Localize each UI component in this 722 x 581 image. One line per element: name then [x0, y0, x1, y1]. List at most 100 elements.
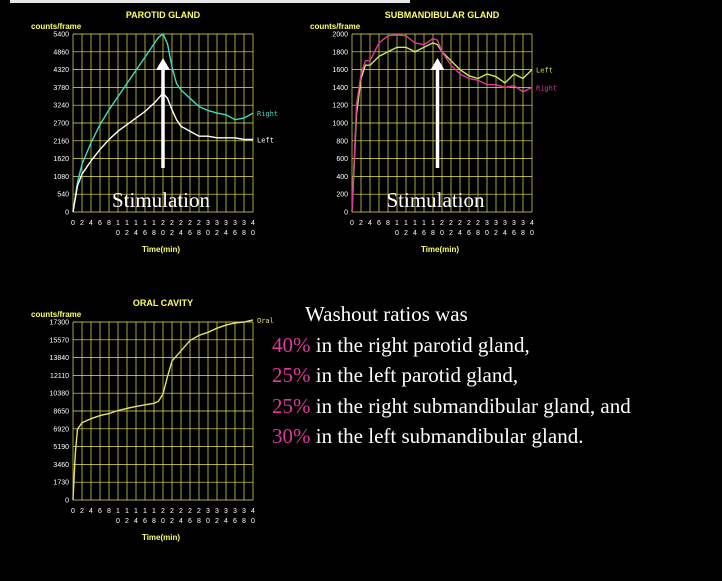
y-tick-label: 2000 [332, 32, 348, 39]
y-tick-label: 200 [336, 192, 348, 199]
x-tick-label: 1 [116, 220, 120, 227]
washout-line: 40% in the right parotid gland, [272, 330, 717, 361]
x-tick-label: 2 [494, 230, 498, 237]
x-tick-label: 6 [512, 230, 516, 237]
x-tick-label: 2 [170, 508, 174, 515]
x-tick-label: 3 [494, 220, 498, 227]
x-tick-label: 0 [71, 508, 75, 515]
x-tick-label: 8 [152, 230, 156, 237]
x-tick-label: 8 [107, 508, 111, 515]
x-tick-label: 2 [404, 230, 408, 237]
x-tick-label: 1 [116, 508, 120, 515]
x-tick-label: 4 [134, 230, 138, 237]
x-tick-label: 1 [431, 220, 435, 227]
x-tick-label: 2 [197, 508, 201, 515]
x-tick-label: 8 [152, 518, 156, 525]
washout-percent: 40% [272, 332, 311, 357]
x-tick-label: 0 [251, 518, 255, 525]
x-tick-label: 0 [161, 230, 165, 237]
y-tick-label: 400 [336, 174, 348, 181]
x-tick-label: 8 [476, 230, 480, 237]
x-tick-label: 2 [449, 220, 453, 227]
x-tick-label: 8 [431, 230, 435, 237]
y-tick-label: 3460 [53, 462, 69, 469]
y-tick-label: 4320 [53, 67, 69, 74]
series-line-oral [72, 319, 254, 501]
x-tick-label: 2 [467, 220, 471, 227]
washout-line-text: in the right submandibular gland, and [310, 393, 631, 418]
y-tick-label: 1080 [53, 174, 69, 181]
stimulation-label: Stimulation [386, 188, 485, 212]
x-tick-label: 6 [467, 230, 471, 237]
x-tick-label: 2 [458, 220, 462, 227]
x-tick-label: 0 [206, 518, 210, 525]
x-tick-label: 8 [107, 220, 111, 227]
x-tick-label: 3 [224, 508, 228, 515]
stimulation-label: Stimulation [112, 188, 211, 212]
x-tick-label: 2 [161, 220, 165, 227]
y-tick-label: 600 [336, 156, 348, 163]
y-axis-label: counts/frame [31, 310, 82, 319]
x-tick-label: 8 [386, 220, 390, 227]
x-tick-label: 6 [188, 230, 192, 237]
y-tick-label: 12110 [50, 373, 69, 380]
stimulation-arrow-head [156, 58, 170, 70]
x-tick-label: 0 [485, 230, 489, 237]
washout-line: 25% in the left parotid gland, [272, 360, 717, 391]
x-tick-label: 4 [89, 508, 93, 515]
y-tick-label: 5400 [53, 32, 69, 39]
x-tick-label: 3 [215, 220, 219, 227]
x-tick-label: 3 [215, 508, 219, 515]
x-tick-label: 2 [80, 508, 84, 515]
x-tick-label: 8 [242, 230, 246, 237]
x-tick-label: 1 [422, 220, 426, 227]
x-tick-label: 3 [242, 508, 246, 515]
x-tick-label: 4 [134, 518, 138, 525]
x-tick-label: 2 [215, 230, 219, 237]
y-tick-label: 6920 [53, 426, 69, 433]
y-tick-label: 1620 [53, 156, 69, 163]
x-tick-label: 4 [251, 508, 255, 515]
y-tick-label: 17300 [50, 320, 70, 327]
x-tick-label: 0 [440, 230, 444, 237]
y-tick-label: 1200 [332, 103, 348, 110]
x-tick-label: 3 [233, 220, 237, 227]
y-tick-label: 13840 [50, 355, 70, 362]
series-label-left: Left [257, 136, 274, 144]
x-tick-label: 3 [224, 220, 228, 227]
x-tick-label: 0 [116, 518, 120, 525]
x-tick-label: 4 [224, 230, 228, 237]
y-tick-label: 4860 [53, 49, 69, 56]
y-tick-label: 0 [344, 210, 348, 217]
y-tick-label: 1000 [332, 121, 348, 128]
x-tick-label: 2 [188, 508, 192, 515]
x-tick-label: 2 [80, 220, 84, 227]
chart-grid [351, 33, 533, 213]
x-axis-label: Time(min) [142, 245, 180, 254]
x-tick-label: 1 [125, 508, 129, 515]
x-tick-label: 2 [359, 220, 363, 227]
series-label-left: Left [536, 67, 553, 75]
x-tick-label: 2 [170, 220, 174, 227]
x-axis-label: Time(min) [142, 533, 180, 542]
y-axis-label: counts/frame [31, 22, 82, 31]
x-tick-label: 3 [485, 220, 489, 227]
chart-title: SUBMANDIBULAR GLAND [385, 10, 500, 20]
x-tick-label: 3 [206, 508, 210, 515]
x-tick-label: 4 [224, 518, 228, 525]
x-tick-label: 2 [179, 508, 183, 515]
y-tick-label: 2700 [53, 121, 69, 128]
x-tick-label: 3 [242, 220, 246, 227]
series-label-right: Right [257, 110, 278, 118]
x-tick-label: 4 [458, 230, 462, 237]
y-tick-label: 0 [65, 210, 69, 217]
x-tick-label: 6 [422, 230, 426, 237]
x-tick-label: 0 [530, 230, 534, 237]
x-tick-label: 6 [233, 518, 237, 525]
washout-percent: 25% [272, 393, 311, 418]
x-tick-label: 1 [413, 220, 417, 227]
series-label-right: Right [536, 84, 557, 92]
x-tick-label: 0 [71, 220, 75, 227]
